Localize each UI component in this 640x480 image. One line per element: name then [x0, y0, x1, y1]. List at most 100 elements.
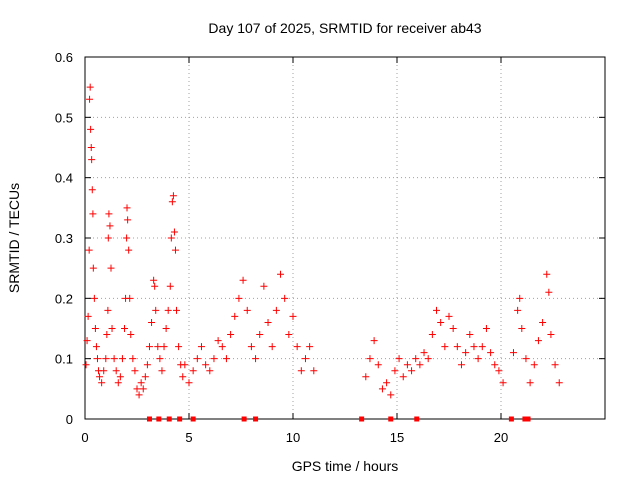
data-point — [243, 306, 251, 314]
data-point — [148, 318, 156, 326]
data-point — [428, 331, 436, 339]
data-point — [516, 294, 524, 302]
data-point — [145, 343, 153, 351]
data-point — [306, 343, 314, 351]
zero-data-point — [190, 416, 196, 422]
data-point — [412, 355, 420, 363]
data-point — [131, 367, 139, 375]
data-point — [91, 325, 99, 332]
data-point — [449, 325, 457, 332]
data-point — [437, 318, 445, 326]
zero-data-point — [146, 416, 152, 422]
data-point — [103, 331, 111, 339]
data-point — [403, 361, 411, 369]
data-point — [193, 355, 201, 363]
x-tick-label: 20 — [494, 430, 508, 445]
data-point — [125, 246, 133, 254]
data-point — [491, 361, 499, 369]
data-point — [121, 325, 129, 332]
data-point — [518, 325, 526, 332]
data-point — [391, 367, 399, 375]
data-point — [90, 294, 98, 302]
data-point — [88, 186, 96, 194]
data-point — [110, 355, 118, 363]
data-point — [167, 234, 175, 242]
data-point — [474, 355, 482, 363]
data-point — [162, 325, 170, 332]
data-point — [98, 379, 106, 387]
y-tick-label: 0.4 — [55, 171, 73, 186]
data-point — [453, 343, 461, 351]
data-point — [158, 367, 166, 375]
data-point — [235, 294, 243, 302]
data-point — [151, 282, 159, 290]
data-point — [260, 282, 268, 290]
data-point — [433, 306, 441, 314]
data-point — [210, 355, 218, 363]
y-tick-label: 0.5 — [55, 110, 73, 125]
data-point — [104, 306, 112, 314]
data-point — [281, 294, 289, 302]
data-point — [499, 379, 507, 387]
data-point — [445, 312, 453, 320]
data-point — [457, 361, 465, 369]
data-point — [252, 355, 260, 363]
data-point — [378, 385, 386, 393]
data-point — [509, 349, 517, 357]
data-point — [420, 349, 428, 357]
grid-lines — [85, 57, 605, 419]
data-point — [152, 306, 160, 314]
data-point — [247, 343, 255, 351]
data-point — [206, 367, 214, 375]
x-tick-label: 15 — [390, 430, 404, 445]
data-point — [285, 331, 293, 339]
data-point — [522, 355, 530, 363]
data-point — [310, 367, 318, 375]
data-point — [416, 361, 424, 369]
y-axis-label: SRMTID / TECUs — [6, 183, 22, 293]
data-point — [466, 331, 474, 339]
zero-data-point — [156, 416, 162, 422]
zero-data-point — [241, 416, 247, 422]
data-point — [370, 337, 378, 345]
x-axis-label: GPS time / hours — [292, 458, 399, 474]
data-point — [239, 276, 247, 284]
data-point — [478, 343, 486, 351]
data-point — [272, 306, 280, 314]
y-tick-label: 0.1 — [55, 352, 73, 367]
axis-ticks: 0 0.1 0.2 0.3 0.4 0.5 0.6 0 5 10 15 20 — [55, 50, 605, 445]
data-point — [126, 294, 134, 302]
data-point — [264, 318, 272, 326]
data-point — [84, 312, 92, 320]
data-point — [301, 355, 309, 363]
data-point — [526, 379, 534, 387]
y-tick-label: 0.2 — [55, 291, 73, 306]
data-point — [87, 144, 95, 151]
zero-value-points — [146, 416, 531, 422]
data-point — [156, 355, 164, 363]
data-point — [218, 343, 226, 351]
data-point — [539, 318, 547, 326]
data-point — [462, 349, 470, 357]
data-point — [197, 343, 205, 351]
data-point — [534, 337, 542, 345]
data-point — [256, 331, 264, 339]
y-tick-label: 0 — [66, 412, 73, 427]
data-point — [514, 306, 522, 314]
data-point — [89, 210, 97, 218]
data-point — [82, 361, 90, 369]
data-point — [129, 355, 137, 363]
data-point — [86, 83, 94, 91]
x-tick-label: 10 — [286, 430, 300, 445]
data-point — [173, 306, 181, 314]
data-point — [102, 355, 110, 363]
data-point — [139, 385, 147, 393]
data-point — [141, 373, 149, 381]
data-point — [108, 325, 116, 332]
data-point — [106, 222, 114, 230]
data-point — [551, 361, 559, 369]
data-point — [395, 355, 403, 363]
data-point — [408, 367, 416, 375]
data-point — [214, 337, 222, 345]
chart-title: Day 107 of 2025, SRMTID for receiver ab4… — [208, 20, 481, 36]
